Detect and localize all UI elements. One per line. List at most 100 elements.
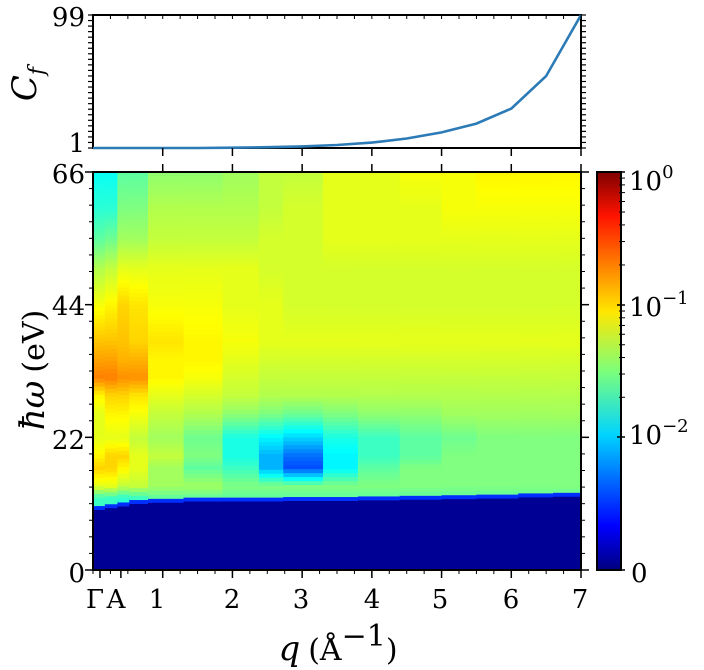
heatmap-cell (117, 442, 130, 447)
heatmap-gap-cell (117, 506, 130, 570)
heatmap-cell (553, 472, 582, 477)
heatmap-cell (222, 206, 260, 212)
heatmap-cell (476, 466, 519, 471)
heatmap-cell (117, 195, 130, 200)
heatmap-cell (129, 344, 149, 349)
heatmap-cell (148, 299, 185, 304)
heatmap-cell (357, 185, 401, 190)
heatmap-cell (258, 441, 284, 446)
heatmap-cell (323, 217, 359, 223)
heatmap-cell (399, 415, 443, 421)
heatmap-cell (222, 172, 260, 176)
heatmap-cell (93, 330, 106, 335)
heatmap-cell (117, 350, 130, 356)
heatmap-cell (476, 346, 519, 352)
heatmap-cell (553, 309, 582, 314)
heatmap-cell (518, 293, 554, 299)
heatmap-cell (93, 314, 106, 320)
heatmap-cell (518, 206, 554, 211)
heatmap-cell (183, 469, 224, 474)
heatmap-cell (283, 373, 324, 378)
heatmap-cell (323, 197, 359, 203)
heatmap-cell (283, 404, 324, 410)
heatmap-cell (518, 246, 554, 251)
heatmap-cell (117, 342, 130, 348)
heatmap-cell (357, 372, 401, 378)
cf-panel: 99 1 Cf (5, 3, 586, 159)
heatmap-gap-edge-cell (129, 499, 149, 504)
heatmap-cell (104, 479, 118, 485)
heatmap-cell (93, 437, 106, 443)
heatmap-cell (222, 230, 260, 235)
heatmap-cell (117, 378, 130, 384)
heatmap-cell (148, 219, 185, 225)
heatmap-cell (553, 237, 582, 243)
heatmap-cell (183, 445, 224, 450)
heatmap-cell (441, 339, 478, 344)
heatmap-cell (117, 334, 130, 340)
heatmap-cell (93, 250, 106, 256)
heatmap-cell (148, 414, 185, 420)
heatmap-cell (323, 392, 359, 398)
cf-plot-frame (92, 14, 582, 149)
heatmap-cell (399, 423, 443, 429)
heatmap-cell (222, 453, 260, 458)
heatmap-cell (222, 425, 260, 430)
heatmap-cell (148, 450, 185, 456)
heatmap-cell (399, 184, 443, 190)
heatmap-cell (258, 345, 284, 351)
heatmap-cell (104, 225, 118, 230)
heatmap-cell (148, 406, 185, 412)
heatmap-cell (183, 317, 224, 323)
heatmap-cell (476, 454, 519, 459)
heatmap-cell (222, 282, 260, 287)
heatmap-cell (553, 360, 582, 366)
heatmap-cell (183, 405, 224, 411)
heatmap-cell (441, 180, 478, 185)
heatmap-cell (104, 268, 118, 274)
heatmap-cell (553, 305, 582, 310)
heatmap-cell (129, 328, 149, 333)
heatmap-cell (553, 325, 582, 330)
heatmap-cell (357, 205, 401, 210)
heatmap-gap-edge-cell (258, 497, 284, 502)
heatmap-cell (117, 426, 130, 431)
heatmap-cell (258, 262, 284, 267)
heatmap-cell (129, 280, 149, 286)
heatmap-cell (441, 208, 478, 213)
heatmap-cell (476, 478, 519, 483)
heatmap-cell (476, 207, 519, 213)
heatmap-cell (222, 457, 260, 462)
heatmap-cell (222, 226, 260, 231)
heatmap-cell (104, 428, 118, 433)
heatmap-cell (476, 298, 519, 304)
heatmap-cell (93, 362, 106, 367)
heatmap-cell (183, 258, 224, 263)
heatmap-cell (93, 465, 106, 471)
heatmap-cell (258, 433, 284, 438)
heatmap-cell (399, 292, 443, 297)
heatmap-cell (518, 405, 554, 410)
heatmap-cell (399, 172, 443, 178)
heatmap-cell (283, 225, 324, 231)
heatmap-cell (357, 284, 401, 290)
heatmap-cell (357, 448, 401, 453)
heatmap-cell (518, 472, 554, 478)
heatmap-cell (518, 484, 554, 490)
heatmap-cell (148, 295, 185, 300)
heatmap-cell (476, 442, 519, 447)
heatmap-cell (104, 400, 118, 405)
heatmap-cell (148, 343, 185, 348)
heatmap-cell (553, 321, 582, 326)
heatmap-cell (441, 299, 478, 305)
heatmap-cell (476, 243, 519, 248)
heatmap-cell (129, 288, 149, 294)
heatmap-cell (104, 209, 118, 214)
heatmap-cell (183, 341, 224, 347)
heatmap-cell (399, 196, 443, 202)
heatmap-cell (104, 201, 118, 206)
heatmap-cell (283, 468, 324, 474)
heatmap-cell (357, 241, 401, 246)
heatmap-cell (283, 269, 324, 275)
heatmap-cell (129, 388, 149, 393)
